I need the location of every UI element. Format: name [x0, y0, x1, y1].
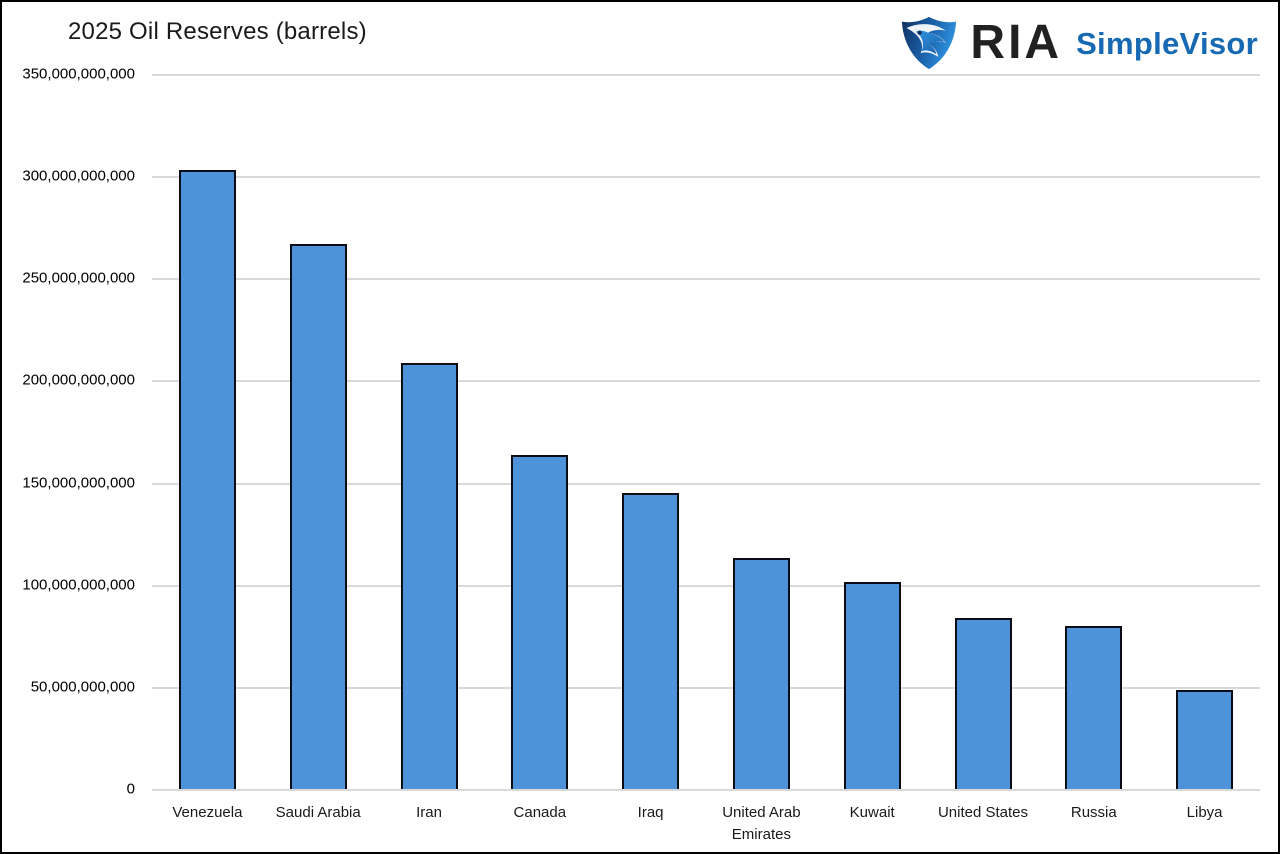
x-tick-label: Libya	[1186, 804, 1223, 821]
x-tick-label: Canada	[513, 804, 567, 821]
gridline	[152, 482, 1260, 485]
y-tick-label: 300,000,000,000	[22, 167, 135, 185]
bar-saudi-arabia	[289, 243, 347, 789]
y-tick-label: 0	[126, 780, 135, 798]
bar-iraq	[622, 492, 680, 789]
y-tick-label: 150,000,000,000	[22, 474, 135, 492]
bar-venezuela	[178, 170, 236, 789]
gridline	[152, 686, 1260, 689]
y-tick-label: 250,000,000,000	[22, 269, 135, 287]
bar-chart-plot-area	[152, 74, 1260, 791]
x-tick-label: United States	[937, 804, 1029, 821]
eagle-shield-icon	[902, 16, 957, 70]
bar-iran	[400, 362, 458, 789]
gridline	[152, 74, 1260, 76]
bar-united-arab-emirates	[732, 558, 790, 789]
bar-kuwait	[843, 581, 901, 789]
bar-russia	[1065, 625, 1123, 789]
x-tick-label: Saudi Arabia	[275, 804, 361, 821]
simplevisor-logo-text: SimpleVisor	[1076, 25, 1258, 61]
brand-logo: RIA SimpleVisor	[898, 14, 1258, 72]
x-tick-label: Venezuela	[172, 804, 243, 821]
x-tick-label: Iraq	[637, 804, 664, 821]
gridline	[152, 380, 1260, 383]
bar-canada	[511, 454, 569, 789]
bar-libya	[1176, 690, 1234, 789]
gridline	[152, 584, 1260, 587]
gridline	[152, 278, 1260, 281]
y-tick-label: 200,000,000,000	[22, 371, 135, 389]
x-tick-label: Kuwait	[849, 804, 895, 821]
y-tick-label: 50,000,000,000	[30, 678, 135, 696]
gridline	[152, 789, 1260, 791]
x-tick-label: Russia	[1070, 804, 1117, 821]
gridline	[152, 176, 1260, 179]
ria-logo-text: RIA	[970, 16, 1063, 69]
y-tick-label: 100,000,000,000	[22, 576, 135, 594]
chart-title: 2025 Oil Reserves (barrels)	[68, 18, 367, 45]
bar-united-states	[954, 617, 1012, 789]
x-tick-label: Iran	[416, 804, 442, 821]
y-tick-label: 350,000,000,000	[22, 65, 135, 83]
x-tick-label: United Arab Emirates	[722, 804, 801, 843]
